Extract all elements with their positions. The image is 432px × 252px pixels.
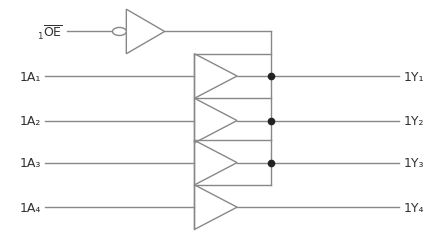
Text: 1Y₄: 1Y₄ — [403, 201, 424, 214]
Circle shape — [112, 28, 126, 36]
Text: 1Y₂: 1Y₂ — [403, 115, 424, 128]
Text: $_1\overline{\mathrm{OE}}$: $_1\overline{\mathrm{OE}}$ — [37, 23, 63, 41]
Text: 1A₃: 1A₃ — [20, 156, 41, 169]
Text: 1A₂: 1A₂ — [20, 115, 41, 128]
Text: 1Y₁: 1Y₁ — [403, 70, 424, 83]
Text: 1A₄: 1A₄ — [20, 201, 41, 214]
Text: 1Y₃: 1Y₃ — [403, 156, 424, 169]
Text: 1A₁: 1A₁ — [20, 70, 41, 83]
